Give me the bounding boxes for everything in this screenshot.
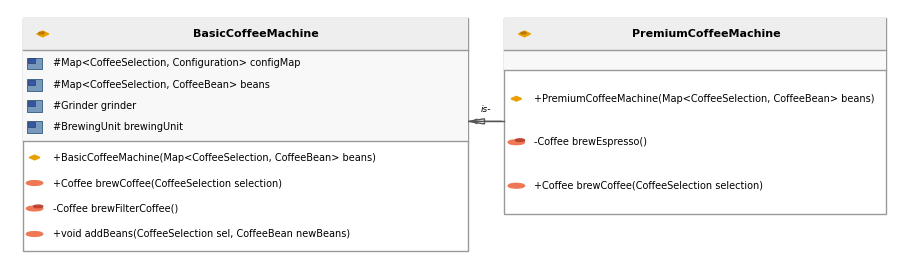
Text: +Coffee brewCoffee(CoffeeSelection selection): +Coffee brewCoffee(CoffeeSelection selec… — [53, 178, 282, 188]
Polygon shape — [518, 31, 531, 37]
Bar — [504, 18, 886, 214]
Text: -Coffee brewEspresso(): -Coffee brewEspresso() — [534, 137, 647, 147]
Text: PremiumCoffeeMachine: PremiumCoffeeMachine — [632, 29, 781, 39]
Bar — [28, 101, 35, 106]
Bar — [27, 79, 42, 91]
Text: #Map<CoffeeSelection, CoffeeBean> beans: #Map<CoffeeSelection, CoffeeBean> beans — [53, 80, 270, 90]
Circle shape — [508, 140, 524, 145]
Text: +void addBeans(CoffeeSelection sel, CoffeeBean newBeans): +void addBeans(CoffeeSelection sel, Coff… — [53, 229, 350, 239]
Polygon shape — [36, 31, 49, 37]
Bar — [28, 122, 35, 127]
Bar — [23, 50, 468, 141]
Bar — [521, 32, 526, 34]
Polygon shape — [29, 155, 40, 160]
Bar — [23, 18, 468, 50]
Text: +Coffee brewCoffee(CoffeeSelection selection): +Coffee brewCoffee(CoffeeSelection selec… — [534, 181, 764, 191]
Text: +BasicCoffeeMachine(Map<CoffeeSelection, CoffeeBean> beans): +BasicCoffeeMachine(Map<CoffeeSelection,… — [53, 152, 375, 163]
Text: BasicCoffeeMachine: BasicCoffeeMachine — [194, 29, 319, 39]
Text: is-: is- — [481, 105, 492, 114]
Text: #Grinder grinder: #Grinder grinder — [53, 101, 135, 111]
Bar — [39, 32, 45, 34]
Bar — [27, 57, 42, 69]
Bar — [504, 18, 886, 50]
Bar — [23, 18, 468, 251]
Text: -Coffee brewFilterCoffee(): -Coffee brewFilterCoffee() — [53, 204, 178, 213]
Circle shape — [508, 183, 524, 188]
Polygon shape — [511, 96, 522, 101]
Circle shape — [34, 205, 43, 208]
Text: #Map<CoffeeSelection, Configuration> configMap: #Map<CoffeeSelection, Configuration> con… — [53, 58, 300, 68]
Circle shape — [515, 139, 524, 141]
Text: +PremiumCoffeeMachine(Map<CoffeeSelection, CoffeeBean> beans): +PremiumCoffeeMachine(Map<CoffeeSelectio… — [534, 94, 875, 104]
Circle shape — [26, 181, 43, 185]
Bar — [28, 58, 35, 63]
Circle shape — [26, 206, 43, 211]
Circle shape — [26, 232, 43, 236]
Bar — [28, 80, 35, 85]
Bar — [504, 50, 886, 70]
Text: #BrewingUnit brewingUnit: #BrewingUnit brewingUnit — [53, 122, 183, 132]
Bar — [27, 100, 42, 112]
Bar — [27, 121, 42, 133]
